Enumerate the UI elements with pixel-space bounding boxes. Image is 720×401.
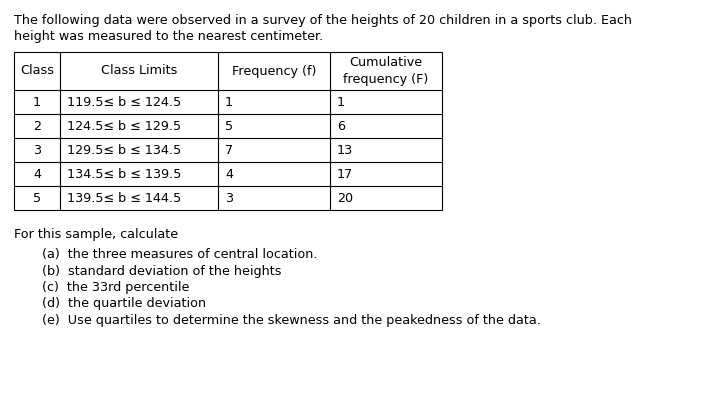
Text: 6: 6 [337, 119, 345, 132]
Text: 5: 5 [225, 119, 233, 132]
Text: (e)  Use quartiles to determine the skewness and the peakedness of the data.: (e) Use quartiles to determine the skewn… [42, 314, 541, 327]
Text: (c)  the 33rd percentile: (c) the 33rd percentile [42, 281, 189, 294]
Text: 134.5≤ b ≤ 139.5: 134.5≤ b ≤ 139.5 [67, 168, 181, 180]
Text: 4: 4 [225, 168, 233, 180]
Text: Cumulative
frequency (F): Cumulative frequency (F) [343, 57, 428, 85]
Text: Class Limits: Class Limits [101, 65, 177, 77]
Text: 7: 7 [225, 144, 233, 156]
Text: Frequency (f): Frequency (f) [232, 65, 316, 77]
Text: 4: 4 [33, 168, 41, 180]
Text: 3: 3 [225, 192, 233, 205]
Text: Class: Class [20, 65, 54, 77]
Text: height was measured to the nearest centimeter.: height was measured to the nearest centi… [14, 30, 323, 43]
Text: 17: 17 [337, 168, 354, 180]
Text: 1: 1 [337, 95, 345, 109]
Text: (d)  the quartile deviation: (d) the quartile deviation [42, 298, 206, 310]
Text: 1: 1 [225, 95, 233, 109]
Text: 20: 20 [337, 192, 353, 205]
Text: 139.5≤ b ≤ 144.5: 139.5≤ b ≤ 144.5 [67, 192, 181, 205]
Text: 124.5≤ b ≤ 129.5: 124.5≤ b ≤ 129.5 [67, 119, 181, 132]
Text: 2: 2 [33, 119, 41, 132]
Text: (a)  the three measures of central location.: (a) the three measures of central locati… [42, 248, 318, 261]
Bar [14, 52, 442, 210]
Text: 119.5≤ b ≤ 124.5: 119.5≤ b ≤ 124.5 [67, 95, 181, 109]
Text: 1: 1 [33, 95, 41, 109]
Text: The following data were observed in a survey of the heights of 20 children in a : The following data were observed in a su… [14, 14, 632, 27]
Text: For this sample, calculate: For this sample, calculate [14, 228, 178, 241]
Text: 129.5≤ b ≤ 134.5: 129.5≤ b ≤ 134.5 [67, 144, 181, 156]
Text: 5: 5 [33, 192, 41, 205]
Text: 3: 3 [33, 144, 41, 156]
Text: 13: 13 [337, 144, 354, 156]
Text: (b)  standard deviation of the heights: (b) standard deviation of the heights [42, 265, 282, 277]
